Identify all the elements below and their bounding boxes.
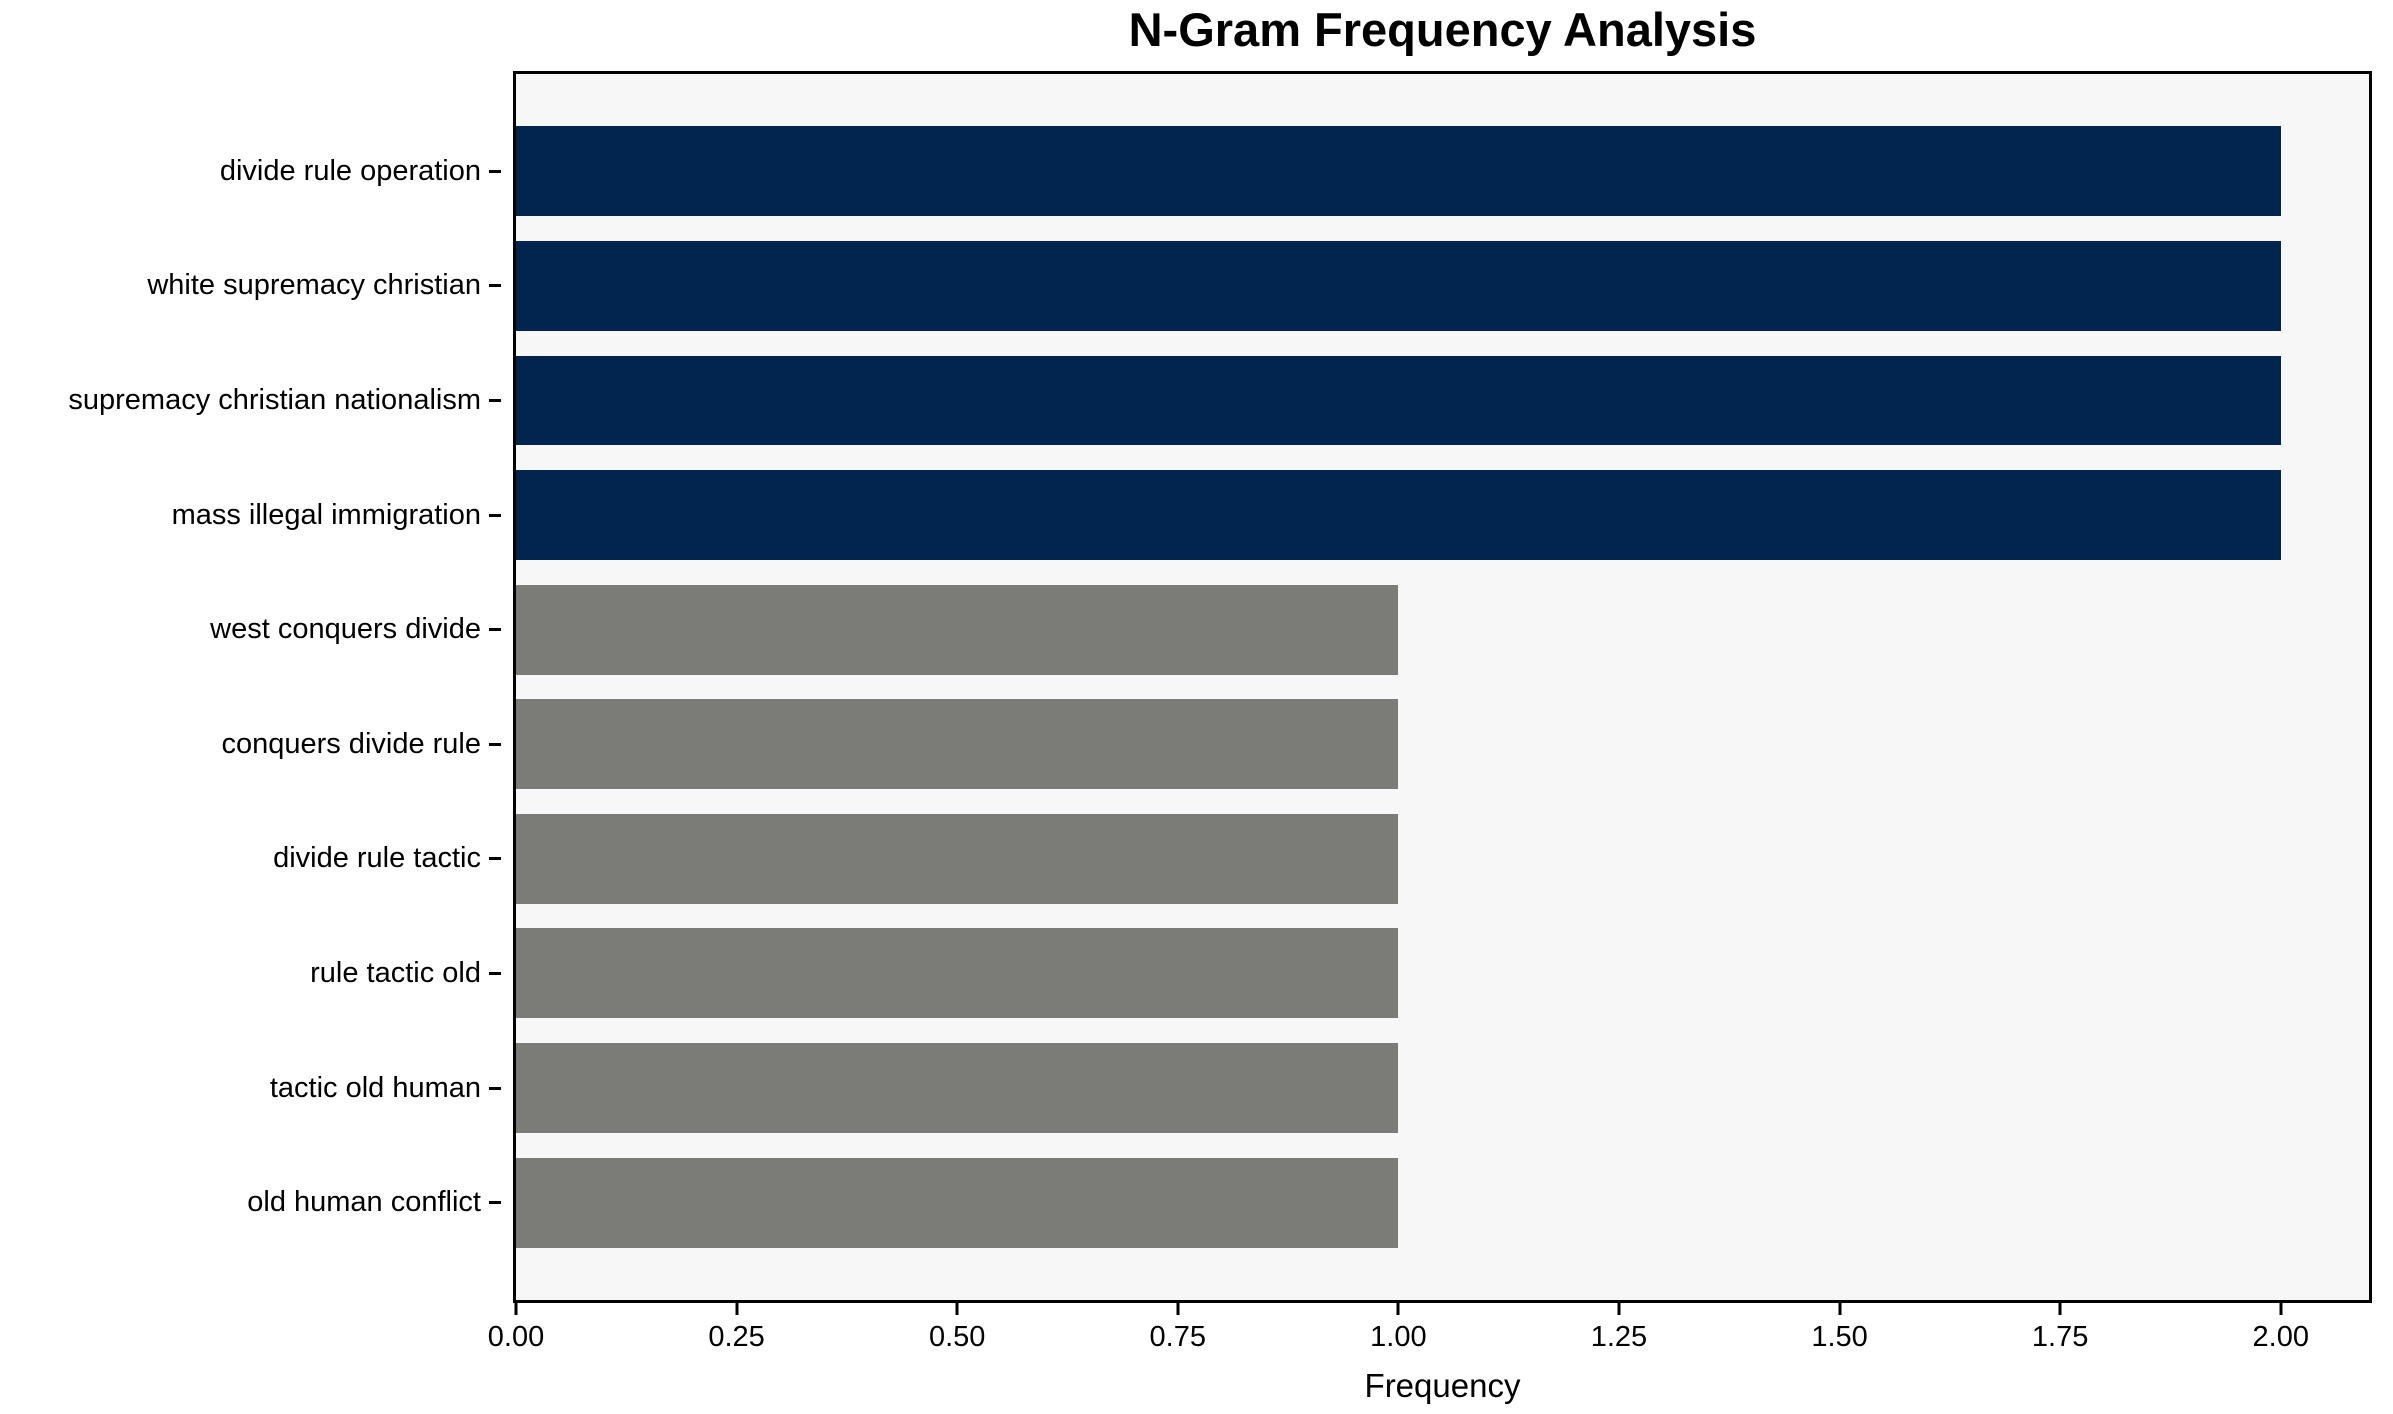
y-label-row: mass illegal immigration: [0, 458, 501, 573]
x-tick-label: 0.00: [487, 1321, 545, 1353]
y-label-row: west conquers divide: [0, 572, 501, 687]
y-label-row: supremacy christian nationalism: [0, 343, 501, 458]
bar-row: [516, 1031, 2369, 1146]
y-tick-mark: [489, 169, 501, 173]
y-tick-label: old human conflict: [247, 1186, 481, 1219]
x-tick-label: 1.50: [1811, 1321, 1868, 1353]
x-tick-mark: [1617, 1303, 1621, 1315]
bar-row: [516, 916, 2369, 1031]
y-tick-label: conquers divide rule: [221, 727, 481, 760]
x-tick-label: 0.50: [928, 1321, 986, 1353]
bar-row: [516, 114, 2369, 229]
y-tick-label: white supremacy christian: [147, 269, 481, 302]
y-tick-label: rule tactic old: [310, 956, 481, 989]
bar-row: [516, 687, 2369, 802]
y-label-row: old human conflict: [0, 1145, 501, 1260]
y-label-row: tactic old human: [0, 1031, 501, 1146]
chart-title: N-Gram Frequency Analysis: [1128, 3, 1757, 56]
y-label-row: rule tactic old: [0, 916, 501, 1031]
bar-row: [516, 802, 2369, 917]
y-tick-mark: [489, 398, 501, 402]
y-label-row: conquers divide rule: [0, 687, 501, 802]
y-tick-mark: [489, 284, 501, 288]
y-tick-label: divide rule operation: [219, 154, 481, 187]
y-tick-label: west conquers divide: [210, 613, 481, 646]
x-tick-label: 0.75: [1149, 1321, 1207, 1353]
y-label-row: white supremacy christian: [0, 229, 501, 344]
x-tick-mark: [2279, 1303, 2283, 1315]
x-axis-title: Frequency: [1364, 1367, 1521, 1404]
x-tick-mark: [2058, 1303, 2062, 1315]
bar: [516, 928, 1399, 1019]
y-axis-labels: divide rule operation white supremacy chr…: [0, 74, 501, 1300]
x-tick-label: 1.75: [2031, 1321, 2089, 1353]
bar-row: [516, 229, 2369, 344]
y-tick-mark: [489, 971, 501, 975]
bar: [516, 240, 2281, 331]
y-tick-label: mass illegal immigration: [171, 498, 481, 531]
bar: [516, 126, 2281, 217]
bar: [516, 699, 1399, 790]
y-tick-mark: [489, 1086, 501, 1090]
x-tick-label: 1.00: [1370, 1321, 1427, 1353]
bar-row: [516, 572, 2369, 687]
x-axis-ticks: 0.00 0.25 0.50 0.75 1.00 1.25 1.50 1.75 2.00: [488, 1303, 2369, 1373]
y-tick-mark: [489, 857, 501, 861]
x-tick-mark: [514, 1303, 518, 1315]
y-tick-label: tactic old human: [269, 1071, 481, 1104]
x-tick-label: 0.25: [708, 1321, 765, 1353]
y-tick-label: supremacy christian nationalism: [68, 383, 481, 416]
x-tick-mark: [1396, 1303, 1400, 1315]
bar: [516, 1043, 1399, 1134]
x-tick-mark: [1176, 1303, 1180, 1315]
y-tick-label: divide rule tactic: [273, 842, 481, 875]
y-label-row: divide rule tactic: [0, 802, 501, 917]
bar-row: [516, 458, 2369, 573]
bars-container: [516, 74, 2369, 1300]
x-tick-mark: [1838, 1303, 1842, 1315]
bar: [516, 1157, 1399, 1248]
bar-row: [516, 343, 2369, 458]
bar: [516, 355, 2281, 446]
x-tick-mark: [955, 1303, 959, 1315]
y-label-row: divide rule operation: [0, 114, 501, 229]
x-tick-label: 2.00: [2252, 1321, 2309, 1353]
bar: [516, 584, 1399, 675]
y-tick-mark: [489, 1201, 501, 1205]
y-tick-mark: [489, 742, 501, 746]
bar: [516, 470, 2281, 561]
y-tick-mark: [489, 628, 501, 632]
x-tick-label: 1.25: [1590, 1321, 1648, 1353]
plot-area: [513, 71, 2372, 1303]
bar: [516, 813, 1399, 904]
x-tick-mark: [735, 1303, 739, 1315]
bar-row: [516, 1145, 2369, 1260]
y-tick-mark: [489, 513, 501, 517]
